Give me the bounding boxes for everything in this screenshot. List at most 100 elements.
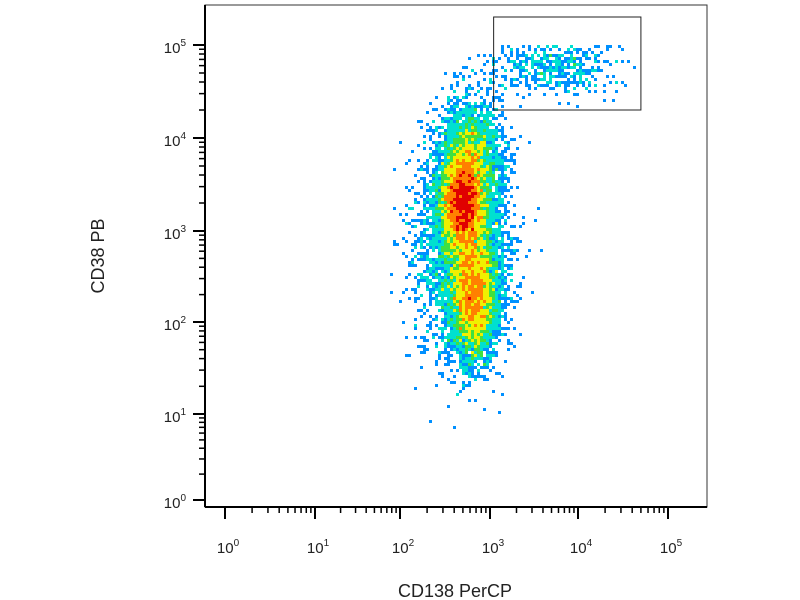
density-cell bbox=[501, 294, 504, 297]
density-cell bbox=[501, 132, 504, 135]
density-cell bbox=[465, 222, 468, 225]
density-cell bbox=[492, 240, 495, 243]
density-cell bbox=[414, 288, 417, 291]
density-cell bbox=[480, 225, 483, 228]
density-cell bbox=[507, 231, 510, 234]
density-cell bbox=[468, 150, 471, 153]
density-cell bbox=[453, 132, 456, 135]
density-cell bbox=[462, 123, 465, 126]
density-cell bbox=[450, 309, 453, 312]
density-cell bbox=[444, 189, 447, 192]
density-cell bbox=[504, 318, 507, 321]
density-cell bbox=[501, 393, 504, 396]
density-cell bbox=[438, 300, 441, 303]
x-axis-tick-labels: 100 101 102 103 104 105 bbox=[217, 538, 683, 557]
density-cell bbox=[474, 348, 477, 351]
density-cell bbox=[405, 162, 408, 165]
density-cell bbox=[504, 312, 507, 315]
density-cell bbox=[423, 207, 426, 210]
density-cell bbox=[459, 300, 462, 303]
density-cell bbox=[453, 213, 456, 216]
density-cell bbox=[444, 342, 447, 345]
gate-rectangle[interactable] bbox=[493, 16, 642, 111]
density-cell bbox=[543, 93, 546, 96]
density-cell bbox=[501, 261, 504, 264]
density-cell bbox=[465, 252, 468, 255]
density-cell bbox=[498, 114, 501, 117]
density-cell bbox=[450, 237, 453, 240]
density-cell bbox=[474, 144, 477, 147]
density-cell bbox=[459, 327, 462, 330]
density-cell bbox=[453, 102, 456, 105]
density-cell bbox=[489, 171, 492, 174]
density-cell bbox=[456, 198, 459, 201]
density-cell bbox=[447, 270, 450, 273]
density-cell bbox=[450, 192, 453, 195]
density-cell bbox=[462, 237, 465, 240]
density-cell bbox=[522, 75, 525, 78]
density-cell bbox=[423, 228, 426, 231]
density-cell bbox=[486, 258, 489, 261]
density-cell bbox=[465, 372, 468, 375]
density-cell bbox=[549, 78, 552, 81]
density-cell bbox=[465, 120, 468, 123]
density-cell bbox=[606, 60, 609, 63]
density-cell bbox=[513, 153, 516, 156]
density-cell bbox=[462, 195, 465, 198]
density-cell bbox=[495, 351, 498, 354]
density-cell bbox=[462, 294, 465, 297]
density-cell bbox=[486, 213, 489, 216]
density-cell bbox=[549, 60, 552, 63]
density-cell bbox=[471, 117, 474, 120]
density-cell bbox=[468, 297, 471, 300]
density-cell bbox=[435, 240, 438, 243]
density-cell bbox=[486, 195, 489, 198]
density-cell bbox=[498, 288, 501, 291]
density-cell bbox=[492, 273, 495, 276]
density-cell bbox=[474, 288, 477, 291]
density-cell bbox=[429, 246, 432, 249]
density-cell bbox=[447, 306, 450, 309]
density-cell bbox=[477, 252, 480, 255]
density-cell bbox=[588, 72, 591, 75]
density-cell bbox=[474, 213, 477, 216]
density-cell bbox=[498, 129, 501, 132]
density-cell bbox=[441, 306, 444, 309]
density-cell bbox=[486, 87, 489, 90]
density-cell bbox=[423, 219, 426, 222]
density-cell bbox=[483, 294, 486, 297]
density-cell bbox=[438, 303, 441, 306]
density-cell bbox=[534, 63, 537, 66]
density-cell bbox=[549, 66, 552, 69]
density-cell bbox=[522, 54, 525, 57]
density-cell bbox=[453, 342, 456, 345]
density-cell bbox=[504, 69, 507, 72]
density-cell bbox=[453, 225, 456, 228]
density-cell bbox=[489, 357, 492, 360]
density-cell bbox=[483, 297, 486, 300]
density-cell bbox=[447, 267, 450, 270]
density-cell bbox=[468, 324, 471, 327]
density-cell bbox=[456, 171, 459, 174]
density-cell bbox=[432, 270, 435, 273]
density-cell bbox=[579, 75, 582, 78]
density-cell bbox=[450, 246, 453, 249]
density-cell bbox=[519, 282, 522, 285]
density-cell bbox=[474, 261, 477, 264]
density-cell bbox=[468, 345, 471, 348]
density-cell bbox=[486, 129, 489, 132]
density-cell bbox=[501, 105, 504, 108]
density-cell bbox=[456, 237, 459, 240]
density-cell bbox=[441, 219, 444, 222]
density-cell bbox=[474, 318, 477, 321]
density-cell bbox=[450, 213, 453, 216]
density-cell bbox=[513, 306, 516, 309]
density-cell bbox=[543, 72, 546, 75]
density-cell bbox=[483, 249, 486, 252]
density-cell bbox=[429, 420, 432, 423]
density-cell bbox=[510, 186, 513, 189]
density-cell bbox=[450, 120, 453, 123]
density-cell bbox=[441, 153, 444, 156]
